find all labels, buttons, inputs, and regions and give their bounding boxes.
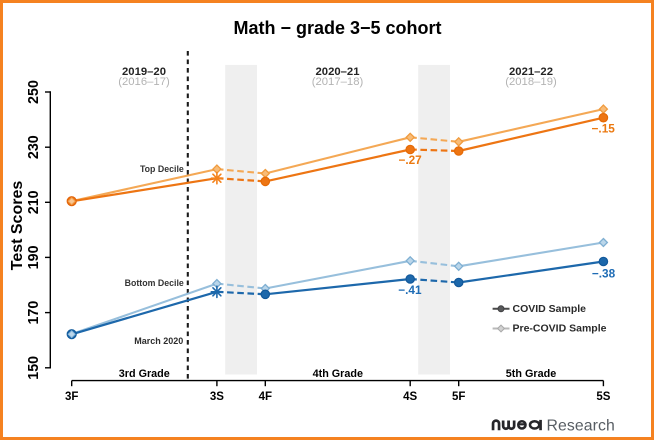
svg-text:2021–22: 2021–22 [509, 66, 553, 78]
svg-text:2020–21: 2020–21 [316, 66, 360, 78]
svg-text:250: 250 [26, 80, 42, 104]
svg-text:(2017–18): (2017–18) [312, 76, 364, 88]
svg-text:−.27: −.27 [398, 153, 422, 167]
svg-text:4S: 4S [403, 391, 417, 403]
svg-text:4th Grade: 4th Grade [313, 368, 363, 380]
svg-text:230: 230 [26, 135, 42, 159]
svg-text:2019–20: 2019–20 [122, 66, 166, 78]
svg-text:5F: 5F [452, 391, 465, 403]
svg-text:Bottom Decile: Bottom Decile [125, 278, 184, 288]
svg-text:Top Decile: Top Decile [140, 164, 184, 174]
svg-text:Test Scores: Test Scores [9, 181, 26, 271]
svg-text:Pre-COVID Sample: Pre-COVID Sample [513, 323, 607, 335]
svg-text:−.38: −.38 [592, 267, 616, 281]
svg-text:(2016–17): (2016–17) [118, 76, 170, 88]
svg-text:3rd Grade: 3rd Grade [119, 368, 170, 380]
svg-text:210: 210 [26, 190, 42, 214]
svg-text:(2018–19): (2018–19) [505, 76, 557, 88]
svg-text:−.41: −.41 [398, 283, 422, 297]
svg-text:−.15: −.15 [592, 121, 616, 135]
svg-text:Research: Research [547, 418, 615, 435]
svg-text:4F: 4F [259, 391, 272, 403]
svg-text:5S: 5S [596, 391, 610, 403]
svg-text:3S: 3S [210, 391, 224, 403]
svg-text:3F: 3F [65, 391, 78, 403]
svg-text:COVID Sample: COVID Sample [513, 303, 587, 315]
svg-text:150: 150 [26, 356, 42, 380]
svg-text:March 2020: March 2020 [134, 336, 183, 346]
svg-text:190: 190 [26, 245, 42, 269]
svg-text:170: 170 [26, 301, 42, 325]
svg-text:5th Grade: 5th Grade [506, 368, 556, 380]
svg-text:Math − grade 3−5 cohort: Math − grade 3−5 cohort [233, 18, 441, 38]
